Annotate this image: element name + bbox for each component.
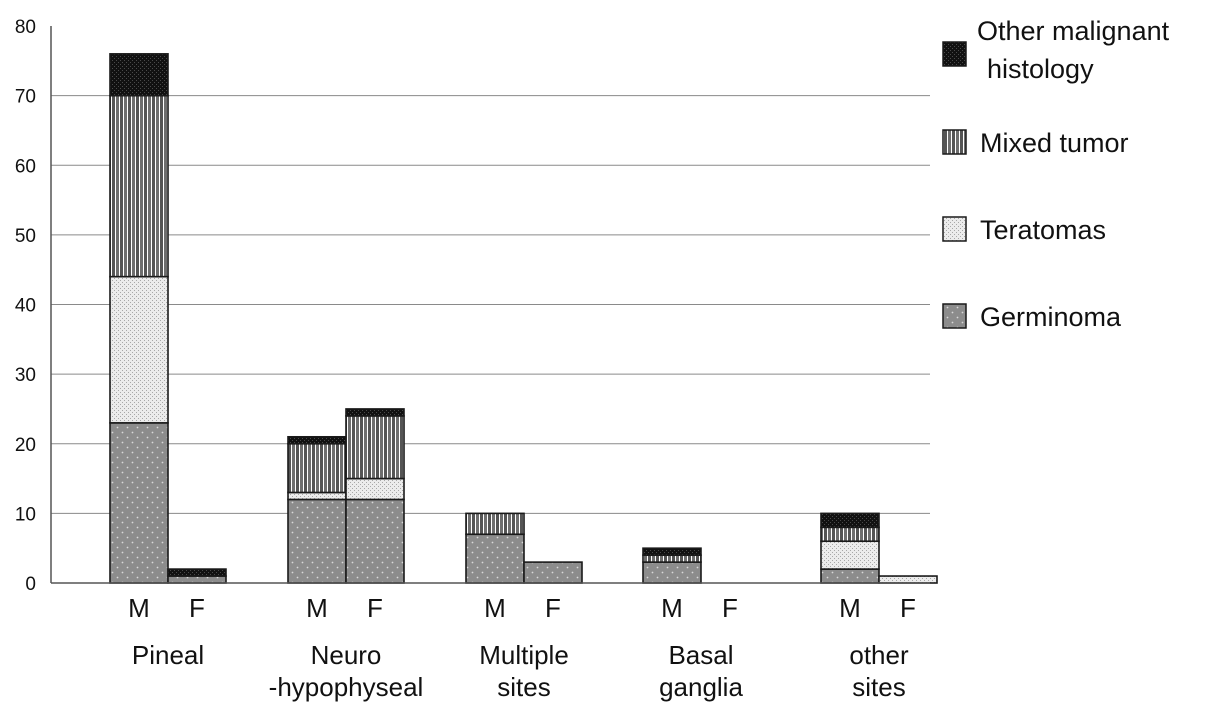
y-tick-label-0: 0 [25, 574, 36, 595]
legend-swatch-other-malignant-histology [942, 41, 967, 67]
bar-pineal-f-germinoma [167, 575, 227, 584]
group-label-multiple-sites: Multiple sites [479, 640, 569, 702]
bar-pineal-m-other-malignant-histology [109, 53, 169, 97]
legend-label-teratomas: Teratomas [980, 215, 1106, 245]
x-axis-labels: M F M F M F M F M F Pineal Neuro -hypophyseal Multipl… [128, 593, 916, 702]
legend: Other malignant histology Mixed tumor Terat… [942, 16, 1170, 332]
bar-other-sites-m-teratomas [820, 540, 880, 570]
sex-label-pineal-f: F [189, 593, 205, 623]
bar-other-sites-m-mixed-tumor [820, 526, 880, 543]
bar-multiple-sites-m-germinoma [465, 533, 525, 584]
bar-other-sites-m-other-malignant-histology [820, 512, 880, 529]
bar-pineal-m-teratomas [109, 275, 169, 424]
legend-swatch-teratomas [942, 216, 967, 242]
sex-label-neuro-hypophyseal-m: M [306, 593, 328, 623]
sex-label-multiple-sites-f: F [545, 593, 561, 623]
bar-pineal-f-other-malignant-histology [167, 568, 227, 577]
sex-label-other-sites-f: F [900, 593, 916, 623]
group-label-other-sites: other sites [849, 640, 909, 702]
bar-neuro-hypophyseal-f-mixed-tumor [345, 415, 405, 480]
group-label-pineal: Pineal [132, 640, 204, 670]
y-tick-label-50: 50 [15, 226, 36, 247]
legend-label-mixed-tumor: Mixed tumor [980, 128, 1129, 158]
y-axis-ticks: 0 10 20 30 40 50 60 70 80 [15, 17, 36, 595]
sex-label-other-sites-m: M [839, 593, 861, 623]
legend-swatch-mixed-tumor [942, 129, 967, 155]
y-tick-label-30: 30 [15, 365, 36, 386]
bar-basal-ganglia-m-germinoma [642, 561, 702, 584]
y-tick-label-60: 60 [15, 156, 36, 177]
bar-neuro-hypophyseal-m-other-malignant-histology [287, 435, 347, 445]
bar-other-sites-f-teratomas [878, 575, 938, 584]
group-label-neuro-hypophyseal: Neuro -hypophyseal [269, 640, 424, 702]
y-tick-label-10: 10 [15, 504, 36, 525]
bar-neuro-hypophyseal-f-other-malignant-histology [345, 408, 405, 417]
bar-pineal-m-mixed-tumor [109, 94, 169, 278]
bar-neuro-hypophyseal-m-teratomas [287, 491, 347, 501]
bar-basal-ganglia-m-mixed-tumor [642, 554, 702, 563]
legend-swatch-germinoma [942, 303, 967, 329]
y-tick-label-40: 40 [15, 296, 36, 317]
bar-pineal-m-germinoma [109, 422, 169, 584]
group-label-basal-ganglia: Basal ganglia [659, 640, 743, 702]
sex-label-pineal-m: M [128, 593, 150, 623]
sex-label-basal-ganglia-f: F [722, 593, 738, 623]
gridlines [51, 95, 930, 514]
bar-basal-ganglia-m-other-malignant-histology [642, 547, 702, 556]
y-tick-label-80: 80 [15, 17, 36, 38]
bar-neuro-hypophyseal-f-germinoma [345, 498, 405, 584]
bar-neuro-hypophyseal-m-germinoma [287, 498, 347, 584]
bar-neuro-hypophyseal-m-mixed-tumor [287, 442, 347, 494]
axes [50, 26, 930, 584]
legend-label-germinoma: Germinoma [980, 302, 1122, 332]
y-tick-label-20: 20 [15, 435, 36, 456]
y-tick-label-70: 70 [15, 87, 36, 108]
bar-multiple-sites-f-germinoma [523, 561, 583, 584]
bar-other-sites-m-germinoma [820, 568, 880, 584]
sex-label-basal-ganglia-m: M [661, 593, 683, 623]
sex-label-multiple-sites-m: M [484, 593, 506, 623]
bar-neuro-hypophyseal-f-teratomas [345, 477, 405, 501]
sex-label-neuro-hypophyseal-f: F [367, 593, 383, 623]
legend-label-other-malignant-histology: Other malignant histology [977, 16, 1170, 84]
bar-multiple-sites-m-mixed-tumor [465, 512, 525, 536]
bars [109, 53, 938, 584]
